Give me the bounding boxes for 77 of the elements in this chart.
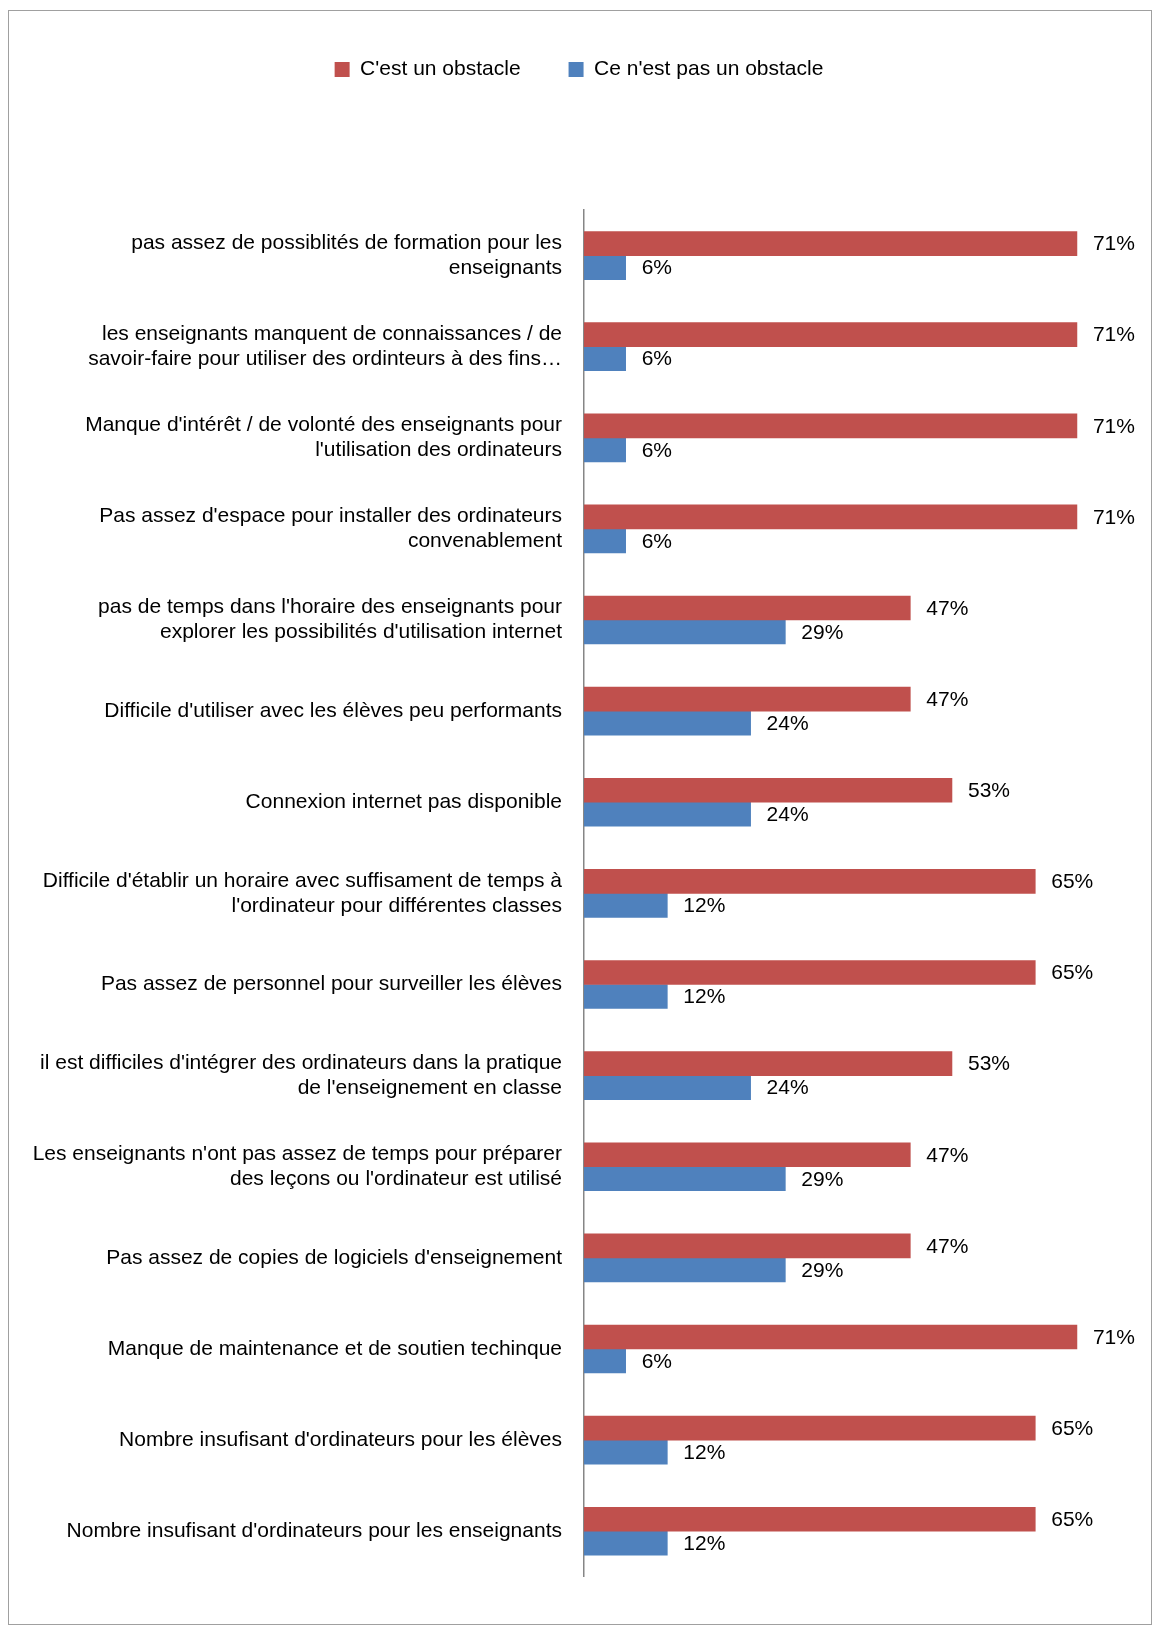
bar: [584, 413, 1078, 439]
data-label: 47%: [926, 1142, 969, 1166]
bar: [584, 869, 1036, 894]
data-label: 71%: [1092, 413, 1135, 437]
bar: [584, 1257, 786, 1283]
bar: [584, 893, 668, 918]
data-label: 71%: [1092, 322, 1135, 346]
data-label: 12%: [683, 893, 726, 917]
bar: [584, 1506, 1036, 1532]
data-label: 12%: [683, 1531, 726, 1555]
data-label: 65%: [1051, 1507, 1094, 1531]
data-label: 6%: [641, 437, 673, 461]
y-tick-label: Pas assez d'espace pour installer des ordinateurs convenablement: [99, 503, 563, 552]
bar: [584, 346, 626, 372]
y-tick-label: Pas assez de personnel pour surveiller les élèves: [100, 971, 562, 995]
bar: [584, 1051, 953, 1076]
y-tick-label: Manque de maintenance et de soutien techinque: [107, 1335, 562, 1359]
bar: [584, 1075, 751, 1100]
data-label: 65%: [1051, 869, 1094, 893]
bar: [584, 710, 751, 736]
data-label: 53%: [967, 1051, 1010, 1075]
y-tick-label: Manque d'intérêt / de volonté des enseignants pour l'utilisation des ordinateurs: [85, 412, 562, 461]
data-label: 6%: [641, 1348, 673, 1372]
bar: [584, 1415, 1036, 1441]
data-label: 65%: [1051, 1415, 1094, 1439]
y-tick-label: il est difficiles d'intégrer des ordinateurs dans la pratique de l'enseignement en classe: [40, 1049, 562, 1099]
data-label: 65%: [1051, 960, 1094, 984]
bar: [584, 1233, 911, 1259]
bar: [584, 231, 1078, 256]
data-label: 47%: [926, 595, 969, 619]
bar: [584, 255, 626, 280]
y-tick-label: Pas assez de copies de logiciels d'enseignement: [106, 1244, 563, 1268]
bar: [584, 960, 1036, 985]
bar: [584, 437, 626, 463]
bar: [584, 984, 668, 1009]
data-label: 29%: [801, 1257, 844, 1281]
bar: [584, 322, 1078, 348]
bar: [584, 777, 953, 803]
data-label: 6%: [641, 255, 673, 279]
bar: [584, 1142, 911, 1168]
bar: [584, 528, 626, 554]
data-label: 53%: [967, 778, 1010, 802]
data-label: 29%: [801, 1166, 844, 1190]
data-label: 47%: [926, 686, 969, 710]
bar: [584, 1439, 668, 1465]
y-tick-label: pas de temps dans l'horaire des enseignants pour explorer les possibilités d'utilisation internet: [98, 594, 563, 643]
y-tick-label: Nombre insufisant d'ordinateurs pour les élèves: [119, 1426, 562, 1450]
data-label: 6%: [641, 346, 673, 370]
bar: [584, 1530, 668, 1556]
legend-label: C'est un obstacle: [360, 56, 521, 80]
bar: [584, 801, 751, 827]
y-tick-label: Nombre insufisant d'ordinateurs pour les enseignants: [66, 1518, 562, 1542]
data-label: 12%: [683, 1439, 726, 1463]
bar: [584, 595, 911, 621]
bar: [584, 504, 1078, 530]
y-tick-label: pas assez de possiblités de formation pour les enseignants: [131, 229, 562, 278]
bar: [584, 619, 786, 645]
data-label: 29%: [801, 619, 844, 643]
bar: [584, 1166, 786, 1192]
data-label: 24%: [766, 1075, 809, 1099]
bar: [584, 1348, 626, 1374]
bar: [584, 686, 911, 712]
data-label: 24%: [766, 802, 809, 826]
y-tick-label: Connexion internet pas disponible: [245, 789, 562, 813]
y-tick-label: Les enseignants n'ont pas assez de temps pour préparer des leçons ou l'ordinateur est utilisé: [32, 1140, 562, 1190]
data-label: 24%: [766, 710, 809, 734]
data-label: 71%: [1092, 231, 1135, 255]
legend-label: Ce n'est pas un obstacle: [594, 56, 824, 80]
y-tick-label: les enseignants manquent de connaissances / de savoir-faire pour utiliser des ordinteurs à des fins…: [88, 320, 562, 370]
data-label: 47%: [926, 1233, 969, 1257]
data-label: 71%: [1092, 504, 1135, 528]
data-label: 71%: [1092, 1324, 1135, 1348]
y-tick-label: Difficile d'utiliser avec les élèves peu performants: [104, 697, 562, 721]
data-label: 12%: [683, 984, 726, 1008]
bar: [584, 1324, 1078, 1350]
y-tick-label: Difficile d'établir un horaire avec suffisament de temps à l'ordinateur pour différentes classes: [42, 867, 563, 916]
data-label: 6%: [641, 528, 673, 552]
